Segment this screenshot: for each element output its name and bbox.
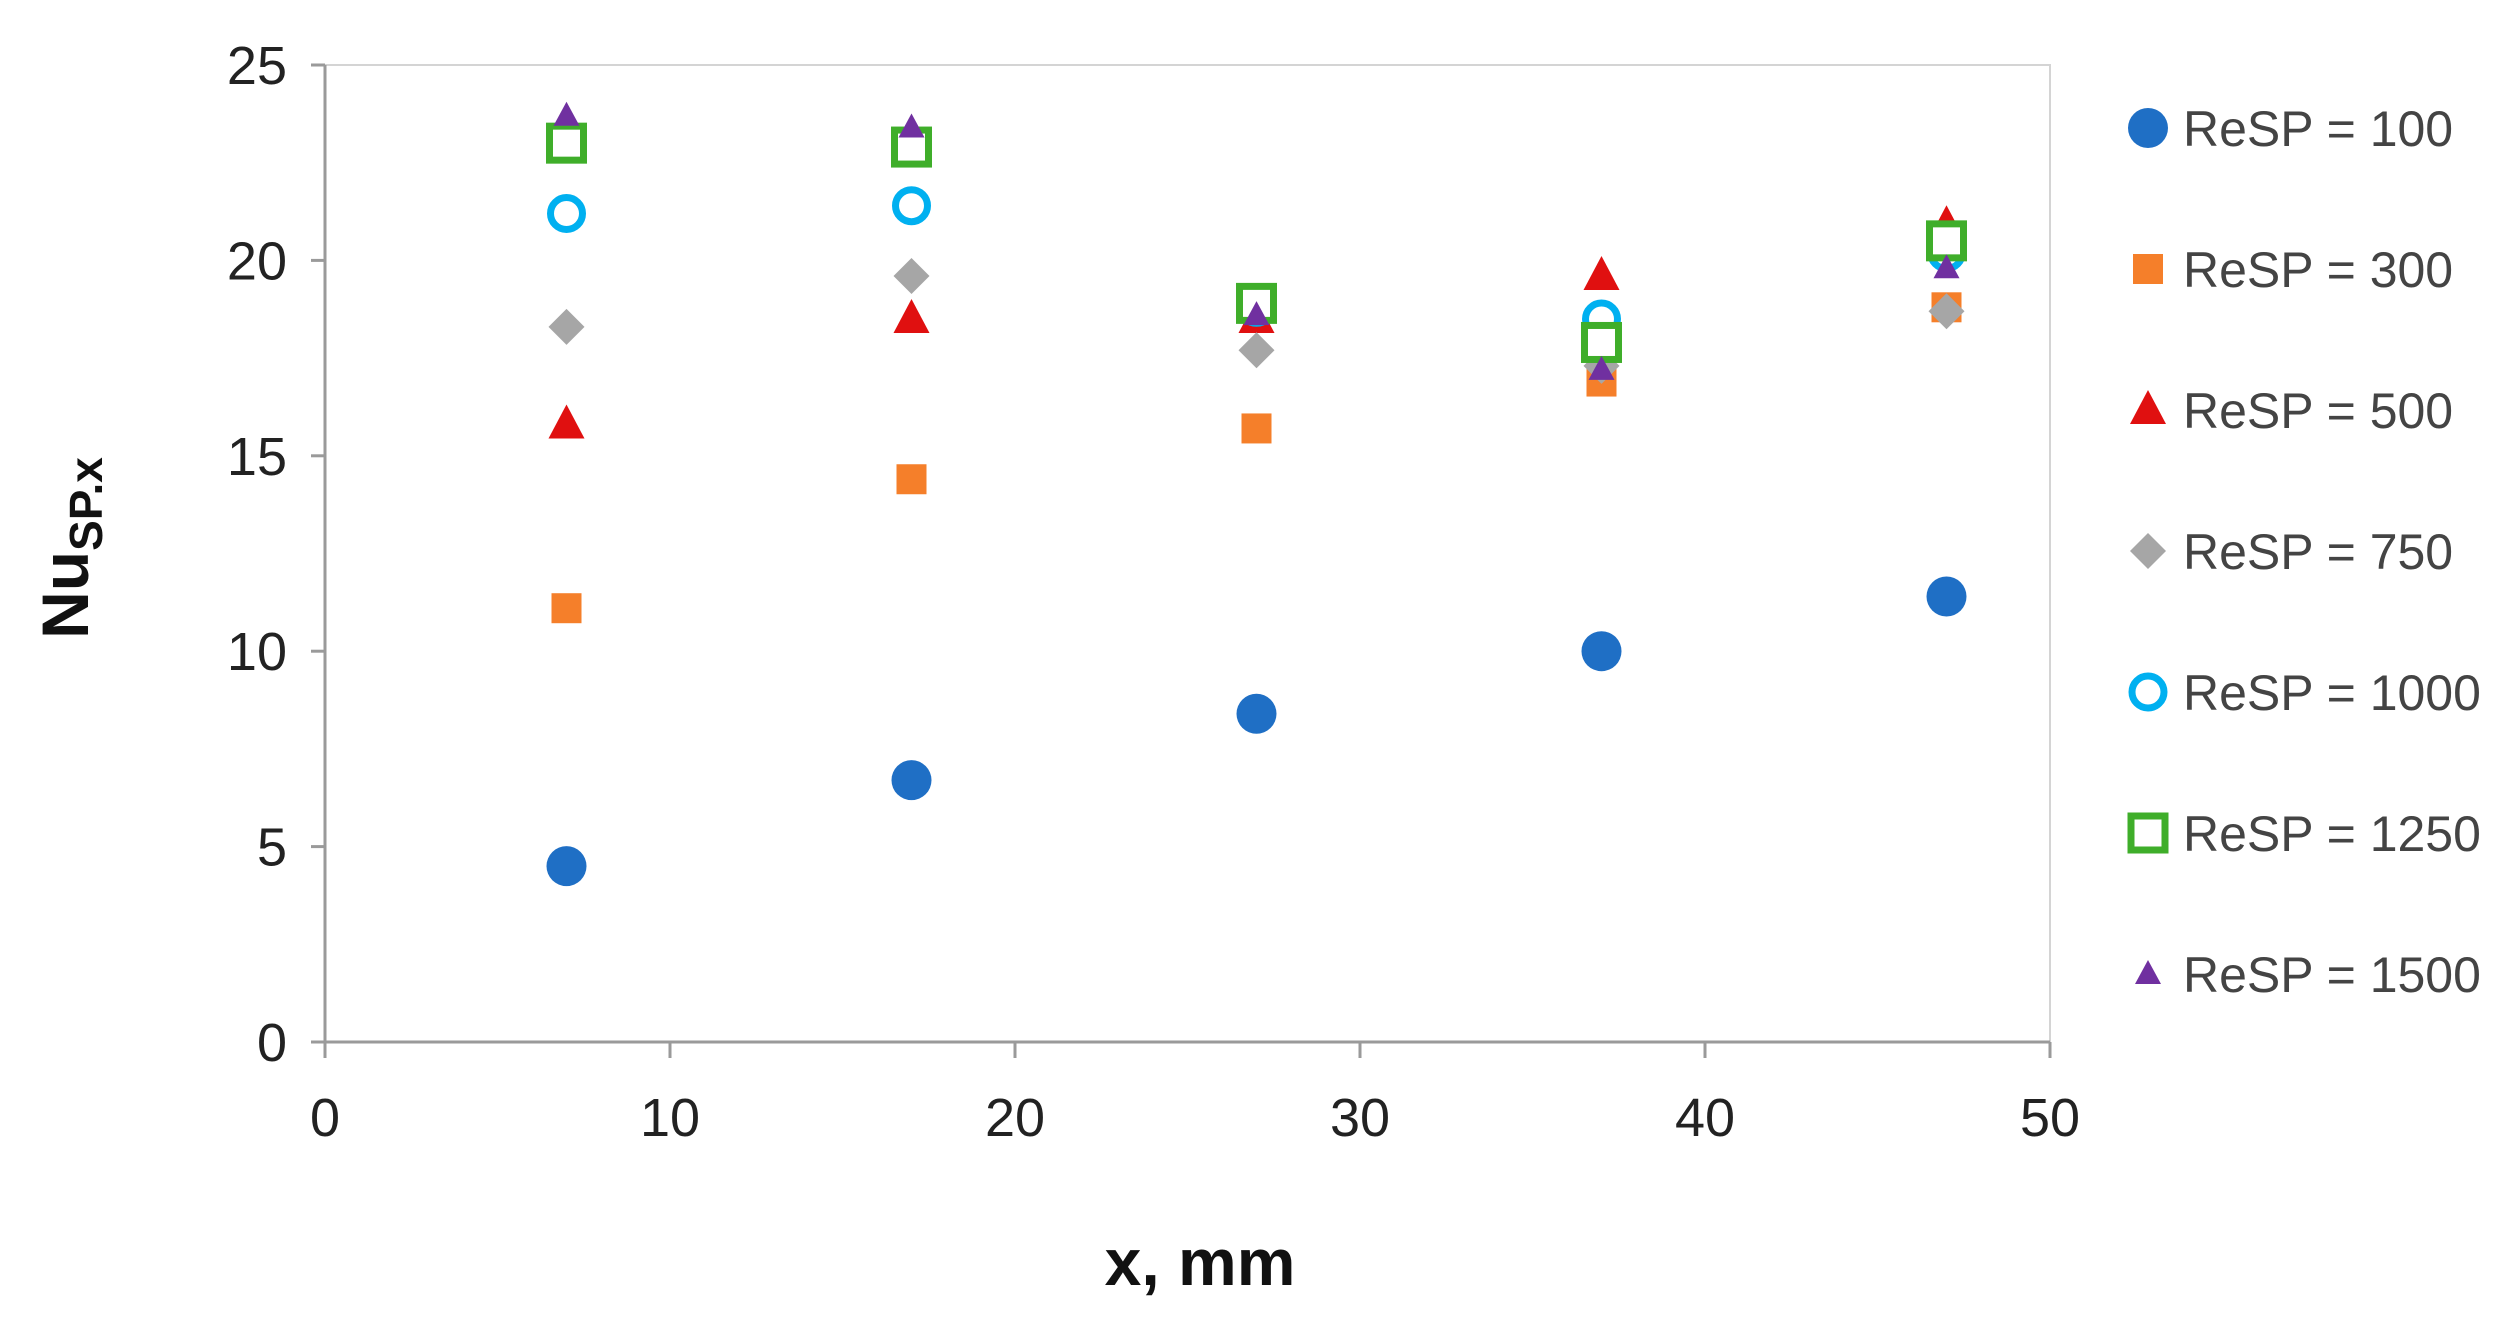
data-point (548, 404, 585, 439)
legend-label: ReSP = 1250 (2183, 806, 2481, 862)
data-point (548, 308, 585, 345)
legend-marker (2128, 672, 2168, 712)
y-axis-title-subscript: SP.x (60, 457, 112, 551)
legend-marker (2135, 960, 2161, 984)
legend-label: ReSP = 100 (2183, 101, 2453, 157)
series-7 (553, 101, 1960, 380)
y-tick-label: 20 (227, 231, 287, 291)
data-point (1926, 576, 1967, 617)
legend-marker (2128, 108, 2168, 148)
data-point (1933, 254, 1960, 279)
legend-label: ReSP = 750 (2183, 524, 2453, 580)
data-point (1581, 321, 1622, 363)
legend-item: ReSP = 100 (2128, 101, 2453, 157)
legend-marker (2133, 254, 2163, 284)
x-tick-label: 30 (1330, 1088, 1390, 1148)
data-point (1243, 301, 1270, 326)
legend-item: ReSP = 500 (2130, 383, 2453, 439)
x-tick-label: 50 (2020, 1088, 2080, 1148)
y-tick-label: 25 (227, 36, 287, 96)
data-point (546, 846, 587, 887)
data-point (1583, 256, 1620, 291)
data-point (546, 122, 587, 164)
legend-item: ReSP = 1000 (2128, 665, 2481, 721)
series-1 (546, 576, 1967, 887)
x-tick-label: 0 (310, 1088, 340, 1148)
data-point (1581, 631, 1622, 672)
legend-label: ReSP = 300 (2183, 242, 2453, 298)
legend-item: ReSP = 1500 (2135, 947, 2481, 1003)
data-point (547, 194, 586, 234)
data-point (892, 186, 931, 226)
legend-label: ReSP = 500 (2183, 383, 2453, 439)
axes: 0 5 10 15 20 25 0 10 20 30 40 50 (227, 36, 2080, 1148)
legend-item: ReSP = 750 (2130, 524, 2453, 580)
legend-item: ReSP = 1250 (2127, 806, 2481, 862)
legend-label: ReSP = 1500 (2183, 947, 2481, 1003)
y-tick-label: 10 (227, 622, 287, 682)
data-point (1238, 332, 1275, 369)
y-tick-label: 15 (227, 427, 287, 487)
legend-marker (2130, 533, 2166, 569)
data-point (551, 593, 582, 624)
data-point (1928, 293, 1965, 330)
x-tick-label: 20 (985, 1088, 1045, 1148)
y-tick-label: 0 (257, 1013, 287, 1073)
data-point (891, 760, 932, 801)
y-tick-label: 5 (257, 818, 287, 878)
data-point (1926, 220, 1967, 262)
data-point (1241, 413, 1272, 444)
x-axis-title: x, mm (1105, 1225, 1296, 1299)
data-point (893, 258, 930, 295)
legend-marker (2127, 812, 2169, 854)
legend-item: ReSP = 300 (2133, 242, 2453, 298)
data-point (898, 113, 925, 138)
data-point (896, 464, 927, 495)
data-point (553, 101, 580, 126)
legend-label: ReSP = 1000 (2183, 665, 2481, 721)
y-axis-title-main: Nu (28, 551, 102, 639)
data-markers (546, 101, 1967, 887)
y-axis-title: NuSP.x (28, 457, 112, 639)
legend: ReSP = 100 ReSP = 300 ReSP = 500 ReSP = 750… (2127, 101, 2481, 1003)
data-point (1236, 693, 1277, 734)
data-point (1588, 355, 1615, 380)
legend-marker (2130, 390, 2166, 424)
x-tick-label: 10 (640, 1088, 700, 1148)
data-point (893, 299, 930, 334)
x-tick-label: 40 (1675, 1088, 1735, 1148)
